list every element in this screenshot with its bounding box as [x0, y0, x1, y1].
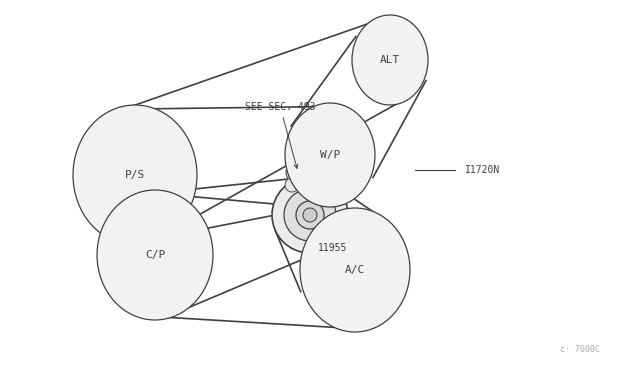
Text: 11955: 11955	[318, 243, 348, 253]
Circle shape	[286, 160, 310, 184]
Text: c· 7000C: c· 7000C	[560, 346, 600, 355]
Circle shape	[296, 201, 324, 229]
Circle shape	[272, 177, 348, 253]
Text: I1720N: I1720N	[465, 165, 500, 175]
Text: ALT: ALT	[380, 55, 400, 65]
Text: W/P: W/P	[320, 150, 340, 160]
Ellipse shape	[73, 105, 197, 245]
Circle shape	[285, 178, 299, 192]
Circle shape	[292, 166, 304, 178]
Text: P/S: P/S	[125, 170, 145, 180]
Text: A/C: A/C	[345, 265, 365, 275]
Ellipse shape	[285, 103, 375, 207]
Circle shape	[284, 189, 336, 241]
Ellipse shape	[97, 190, 213, 320]
Circle shape	[303, 208, 317, 222]
Text: SEE SEC. 493: SEE SEC. 493	[245, 102, 316, 168]
Text: C/P: C/P	[145, 250, 165, 260]
Ellipse shape	[300, 208, 410, 332]
Ellipse shape	[352, 15, 428, 105]
